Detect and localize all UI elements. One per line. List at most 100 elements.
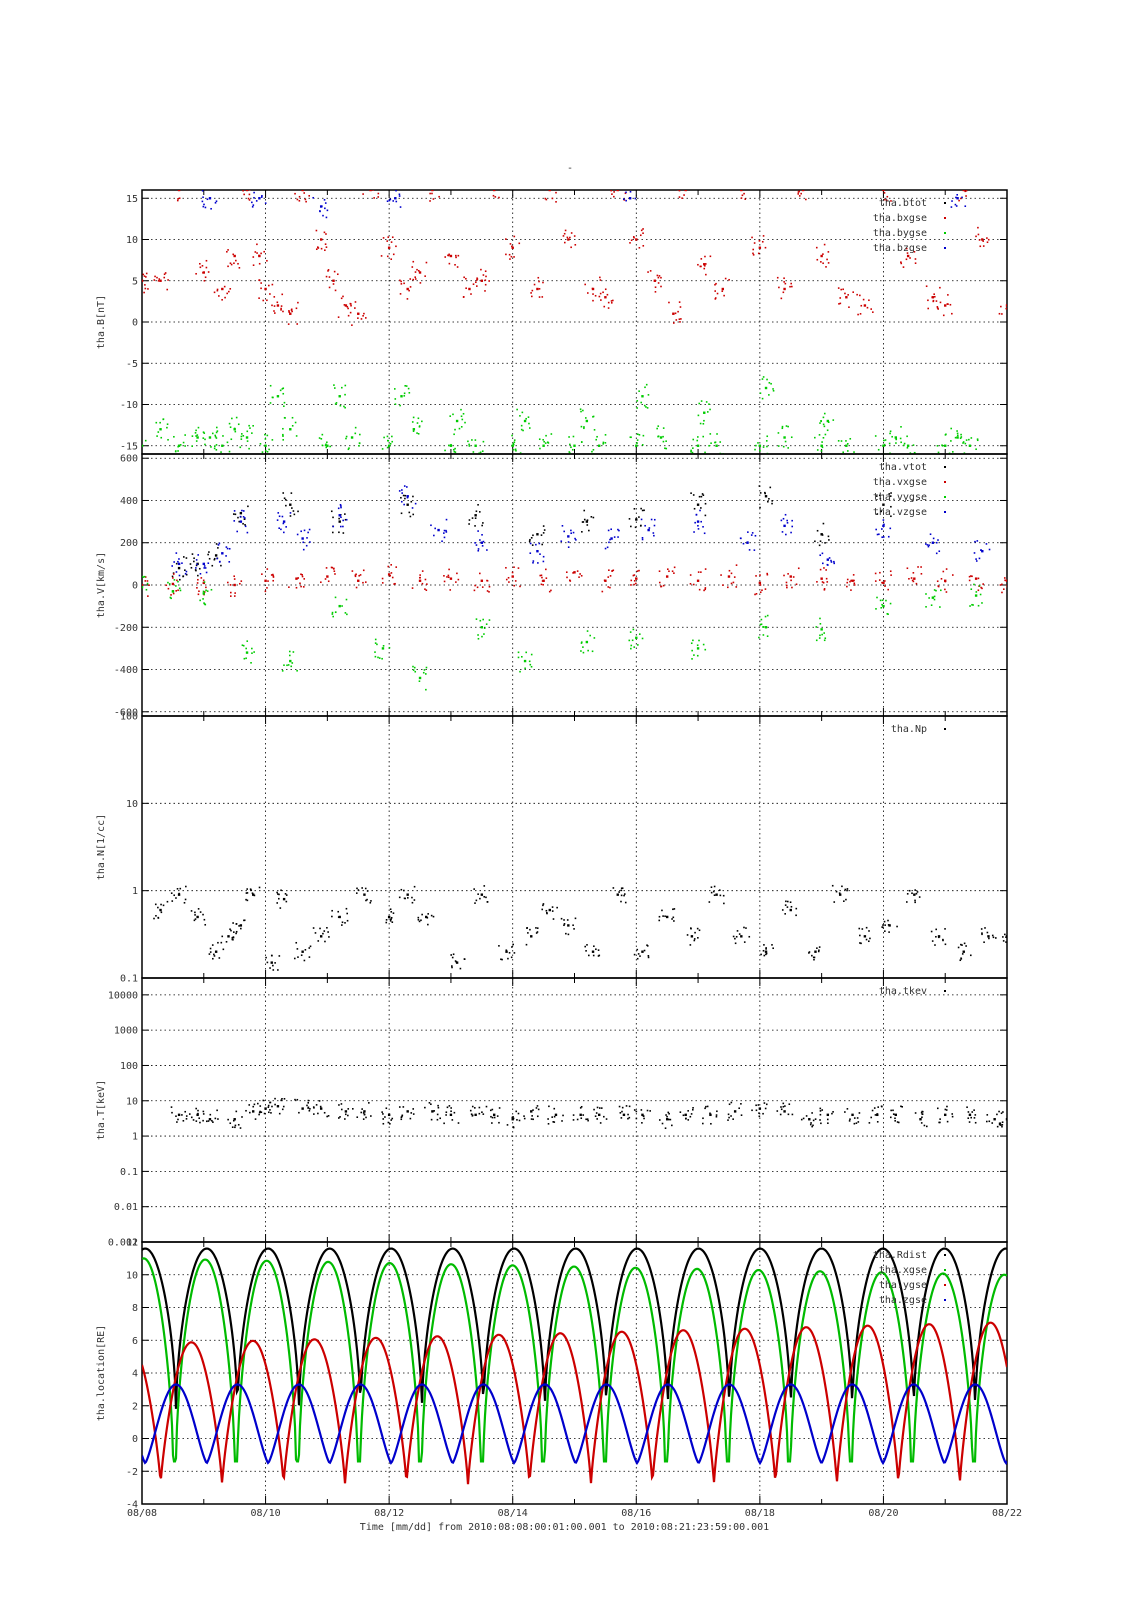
data-point	[703, 419, 705, 422]
data-point	[449, 444, 453, 447]
data-point	[789, 575, 792, 578]
data-point	[945, 591, 948, 593]
data-point	[357, 889, 360, 891]
data-point	[870, 1116, 873, 1119]
data-point	[412, 428, 416, 431]
data-point	[932, 300, 935, 303]
data-point	[781, 425, 784, 428]
data-point	[157, 431, 160, 433]
data-point	[215, 437, 218, 439]
data-point	[903, 442, 906, 445]
data-point	[906, 435, 908, 438]
data-point	[979, 245, 982, 248]
data-point	[148, 584, 150, 586]
data-point	[190, 566, 193, 569]
data-point	[552, 1121, 555, 1123]
data-point	[488, 591, 490, 593]
data-point	[981, 602, 983, 604]
data-point	[390, 241, 393, 243]
data-point	[142, 279, 144, 282]
data-point	[452, 413, 454, 416]
data-point	[212, 1121, 214, 1123]
data-point	[698, 588, 701, 591]
data-point	[542, 579, 545, 582]
data-point	[300, 954, 303, 957]
data-point	[591, 950, 595, 953]
data-point	[882, 524, 885, 528]
data-point	[412, 416, 415, 419]
data-point	[607, 586, 610, 588]
data-point	[277, 512, 280, 514]
data-point	[229, 1122, 232, 1125]
data-point	[195, 1120, 198, 1122]
data-point	[879, 571, 881, 574]
data-point	[373, 180, 375, 182]
data-point	[951, 200, 953, 202]
data-point	[409, 278, 412, 280]
data-point	[157, 917, 160, 919]
data-point	[542, 904, 544, 907]
data-point	[755, 1109, 758, 1112]
data-point	[202, 205, 205, 208]
data-point	[302, 548, 305, 551]
data-point	[193, 560, 195, 563]
data-point	[512, 448, 515, 451]
data-point	[478, 1112, 481, 1115]
data-point	[766, 378, 768, 381]
data-point	[177, 580, 179, 583]
data-point	[431, 192, 433, 195]
data-point	[431, 190, 434, 192]
data-point	[233, 262, 235, 265]
data-point	[764, 495, 768, 498]
data-point	[766, 573, 769, 576]
data-point	[851, 1113, 854, 1117]
data-point	[599, 279, 602, 281]
data-point	[890, 574, 892, 576]
data-point	[399, 293, 402, 295]
data-point	[973, 1117, 976, 1119]
data-point	[232, 513, 235, 515]
data-point	[820, 628, 823, 631]
data-point	[425, 261, 428, 264]
data-point	[906, 446, 909, 449]
data-point	[197, 1109, 199, 1112]
y-tick-label: 8	[132, 1303, 138, 1314]
data-point	[546, 441, 549, 444]
data-point	[530, 537, 533, 539]
data-point	[720, 574, 722, 576]
data-point	[334, 403, 337, 405]
data-point	[443, 532, 445, 534]
data-point	[515, 1110, 518, 1113]
data-point	[528, 427, 531, 429]
data-point	[579, 408, 582, 410]
data-point	[413, 666, 416, 669]
data-point	[532, 561, 534, 564]
data-point	[540, 583, 543, 586]
data-point	[272, 969, 275, 971]
data-point	[460, 426, 463, 428]
data-point	[727, 1119, 729, 1121]
data-point	[563, 241, 566, 244]
data-point	[563, 232, 566, 235]
data-point	[746, 182, 748, 184]
data-point	[947, 294, 949, 296]
data-point	[389, 908, 392, 911]
data-point	[889, 602, 892, 605]
data-point	[1001, 583, 1003, 586]
data-point	[763, 944, 765, 946]
data-point	[641, 637, 644, 640]
data-point	[876, 533, 879, 536]
data-point	[531, 544, 534, 546]
data-point	[995, 937, 997, 939]
data-point	[934, 944, 936, 946]
data-point	[177, 1118, 179, 1121]
data-point	[496, 1115, 499, 1117]
data-point	[692, 639, 694, 642]
data-point	[260, 282, 262, 284]
data-point	[822, 522, 825, 525]
legend-entry: tha.tkev	[879, 986, 927, 997]
data-point	[195, 435, 197, 437]
data-point	[229, 288, 232, 290]
data-point	[204, 603, 207, 606]
data-point	[704, 568, 707, 570]
